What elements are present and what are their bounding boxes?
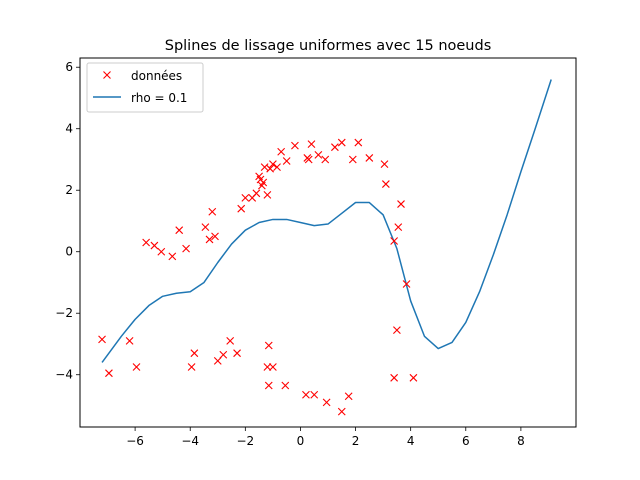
data-point <box>394 223 403 232</box>
data-point <box>409 373 418 382</box>
data-point <box>381 180 390 188</box>
data-point <box>168 252 177 261</box>
data-point <box>211 232 219 241</box>
data-point <box>105 369 113 378</box>
y-axis: −4 −2 0 2 4 6 <box>55 60 80 382</box>
y-tick-label: −4 <box>55 368 73 382</box>
data-point <box>268 160 277 168</box>
data-point <box>259 178 268 187</box>
data-point <box>354 138 363 147</box>
plot-area <box>98 79 552 416</box>
data-point <box>390 373 399 382</box>
x-tick-label: 2 <box>352 434 360 448</box>
data-point <box>157 247 166 256</box>
data-point <box>208 207 217 216</box>
legend-label-donnees: données <box>131 69 182 83</box>
series-line-rho <box>101 79 552 363</box>
data-point <box>260 163 269 172</box>
y-tick-label: 2 <box>65 183 73 197</box>
data-point <box>330 143 339 152</box>
data-point <box>365 154 374 162</box>
data-point <box>263 363 272 371</box>
data-point <box>302 390 310 399</box>
data-point <box>264 341 273 350</box>
data-point <box>390 237 399 245</box>
data-point <box>175 226 184 235</box>
data-point <box>241 194 250 202</box>
y-tick-label: 6 <box>65 60 73 74</box>
data-point <box>187 363 196 371</box>
data-point <box>273 163 281 172</box>
legend-label-rho: rho = 0.1 <box>131 91 187 105</box>
data-point <box>380 160 389 168</box>
legend: données rho = 0.1 <box>86 62 204 113</box>
data-point <box>281 381 290 390</box>
x-tick-label: 6 <box>462 434 470 448</box>
data-point <box>252 189 261 198</box>
data-point <box>132 363 141 371</box>
data-point <box>304 155 313 164</box>
data-point <box>321 155 330 164</box>
chart-title: Splines de lissage uniformes avec 15 noe… <box>165 38 492 54</box>
data-point <box>219 350 228 359</box>
data-point <box>237 204 246 213</box>
data-point <box>337 407 346 416</box>
data-point <box>150 241 159 250</box>
data-point <box>268 363 277 371</box>
data-point <box>263 190 272 199</box>
data-point <box>201 223 210 232</box>
data-point <box>98 335 106 344</box>
y-tick-label: 0 <box>65 245 73 259</box>
data-point <box>291 141 299 150</box>
data-point <box>307 140 316 148</box>
x-tick-label: −2 <box>236 434 254 448</box>
data-point <box>233 349 241 358</box>
x-tick-label: −6 <box>126 434 144 448</box>
data-point <box>348 155 357 164</box>
y-tick-label: −2 <box>55 306 73 320</box>
data-point <box>277 147 286 156</box>
data-point <box>397 200 405 208</box>
data-point <box>402 280 411 288</box>
data-point <box>310 390 319 399</box>
data-point <box>344 392 353 401</box>
data-point <box>264 381 273 390</box>
data-point <box>322 398 331 407</box>
data-point <box>226 337 235 345</box>
x-tick-label: 8 <box>517 434 525 448</box>
legend-marker-donnees <box>103 71 111 79</box>
data-point <box>125 337 134 345</box>
data-point <box>314 150 323 159</box>
plot-frame <box>79 57 577 428</box>
y-tick-label: 4 <box>65 122 73 136</box>
x-axis: −6 −4 −2 0 2 4 6 8 <box>126 427 525 448</box>
data-point <box>182 244 190 253</box>
data-point <box>282 157 291 165</box>
data-point <box>392 326 401 335</box>
x-tick-label: 0 <box>297 434 305 448</box>
data-point <box>337 138 346 147</box>
data-point <box>142 238 151 247</box>
legend-box <box>86 62 204 113</box>
x-tick-label: −4 <box>181 434 199 448</box>
data-point <box>205 235 214 244</box>
data-point <box>266 164 275 173</box>
x-tick-label: 4 <box>407 434 415 448</box>
data-point <box>190 349 199 358</box>
